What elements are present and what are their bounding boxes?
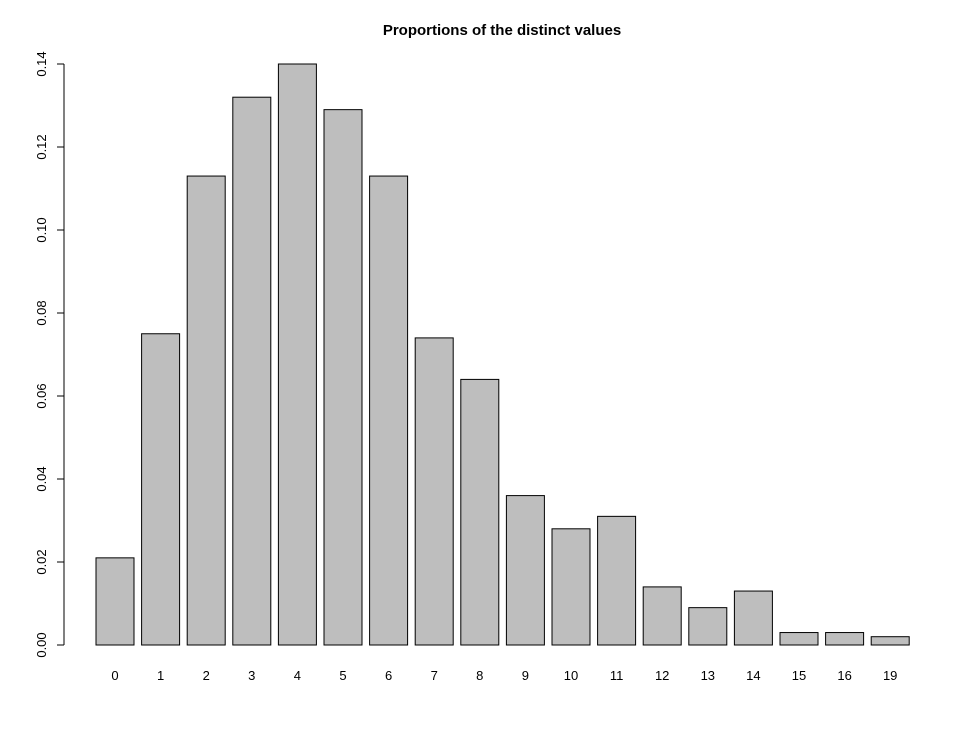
bar bbox=[95, 557, 135, 646]
bar bbox=[460, 378, 500, 646]
x-tick-label: 5 bbox=[339, 668, 346, 683]
x-tick-label: 0 bbox=[111, 668, 118, 683]
x-tick-label: 15 bbox=[792, 668, 806, 683]
bar bbox=[232, 96, 272, 646]
y-tick-label: 0.10 bbox=[34, 217, 49, 242]
x-tick-label: 6 bbox=[385, 668, 392, 683]
x-tick-label: 1 bbox=[157, 668, 164, 683]
bar bbox=[642, 586, 682, 646]
x-tick-label: 10 bbox=[564, 668, 578, 683]
x-tick-label: 12 bbox=[655, 668, 669, 683]
y-tick-label: 0.12 bbox=[34, 134, 49, 159]
bar bbox=[779, 632, 819, 646]
bar bbox=[551, 528, 591, 646]
y-tick-label: 0.00 bbox=[34, 632, 49, 657]
bar bbox=[414, 337, 454, 646]
x-tick-label: 2 bbox=[203, 668, 210, 683]
bar bbox=[323, 109, 363, 646]
y-tick-label: 0.14 bbox=[34, 51, 49, 76]
bar bbox=[688, 607, 728, 646]
y-tick-label: 0.08 bbox=[34, 300, 49, 325]
bar bbox=[369, 175, 409, 646]
bar bbox=[186, 175, 226, 646]
y-axis: 0.00 0.02 0.04 0.06 0.08 0.10 0.12 0.14 bbox=[34, 51, 65, 658]
bar bbox=[825, 632, 865, 646]
bar bbox=[597, 515, 637, 646]
x-tick-label: 14 bbox=[746, 668, 760, 683]
bar bbox=[733, 590, 773, 646]
bar bbox=[870, 636, 910, 646]
x-tick-label: 13 bbox=[701, 668, 715, 683]
x-tick-label: 11 bbox=[610, 668, 624, 683]
x-tick-label: 4 bbox=[294, 668, 301, 683]
bar bbox=[141, 333, 181, 646]
x-tick-label: 19 bbox=[883, 668, 897, 683]
y-tick-label: 0.02 bbox=[34, 549, 49, 574]
x-tick-label: 3 bbox=[248, 668, 255, 683]
x-tick-label: 7 bbox=[431, 668, 438, 683]
y-tick-label: 0.06 bbox=[34, 383, 49, 408]
bar bbox=[277, 63, 317, 646]
x-tick-label: 8 bbox=[476, 668, 483, 683]
chart-title: Proportions of the distinct values bbox=[382, 22, 622, 39]
y-tick-label: 0.04 bbox=[34, 466, 49, 491]
bar bbox=[505, 495, 545, 646]
x-tick-label: 16 bbox=[837, 668, 851, 683]
x-tick-labels: 0 1 2 3 4 5 6 7 8 9 10 11 12 13 14 15 16 19 bbox=[111, 668, 897, 683]
x-tick-label: 9 bbox=[522, 668, 529, 683]
bars-group bbox=[95, 63, 910, 646]
